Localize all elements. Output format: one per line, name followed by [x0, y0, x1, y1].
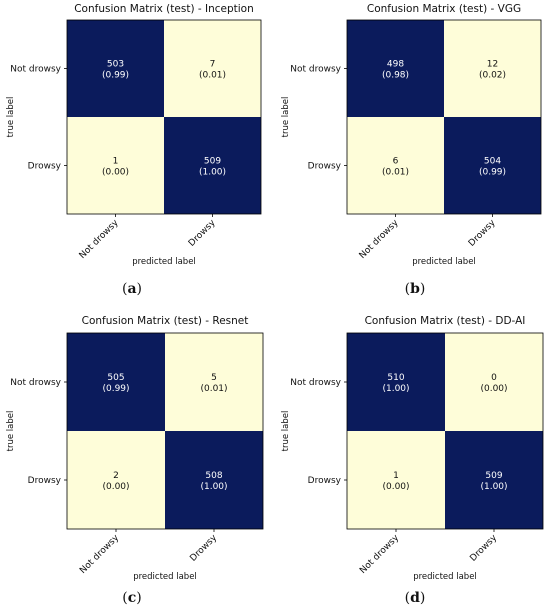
cell-count-label: 7: [210, 60, 216, 70]
panel-caption: (c): [122, 590, 142, 606]
x-tick-label: Not drowsy: [78, 218, 121, 261]
cell-count-label: 1: [113, 157, 119, 167]
matrix-cell: [165, 333, 263, 431]
matrix-cell: [67, 431, 165, 529]
y-tick-label: Not drowsy: [290, 65, 341, 75]
cell-fraction-label: (0.99): [102, 384, 129, 394]
x-tick-label: Not drowsy: [358, 218, 401, 261]
x-tick-label: Not drowsy: [78, 533, 121, 576]
matrix-cell: [445, 431, 543, 529]
cell-count-label: 5: [211, 373, 217, 383]
chart-title: Confusion Matrix (test) - VGG: [367, 3, 521, 15]
confusion-matrix-resnet: Confusion Matrix (test) - Resnet 505 (0.99…: [0, 306, 275, 613]
plot-frame: [346, 19, 542, 215]
matrix-cell: [444, 20, 541, 117]
cell-count-label: 510: [387, 373, 404, 383]
chart-title: Confusion Matrix (test) - Resnet: [82, 315, 249, 327]
x-tick-label: Drowsy: [187, 218, 218, 249]
matrix-cell: [67, 117, 164, 214]
panel-caption: (d): [404, 590, 426, 606]
matrix-svg: Confusion Matrix (test) - Resnet 505(0.99…: [6, 315, 264, 582]
matrix-cell: [67, 333, 165, 431]
cell-count-label: 6: [393, 157, 399, 167]
matrix-cell: [347, 20, 444, 117]
x-axis-label: predicted label: [133, 572, 197, 582]
matrix-cell: [164, 117, 261, 214]
cell-fraction-label: (0.99): [479, 168, 506, 178]
plot-frame: [66, 332, 264, 530]
x-tick-label: Drowsy: [468, 533, 499, 564]
y-tick-label: Drowsy: [308, 476, 342, 486]
x-tick-label: Not drowsy: [358, 533, 401, 576]
x-axis-label: predicted label: [412, 257, 476, 267]
confusion-matrix-dd-ai: Confusion Matrix (test) - DD-AI 510 (1.00)…: [275, 306, 550, 613]
cell-count-label: 505: [107, 373, 124, 383]
y-tick-label: Not drowsy: [10, 378, 61, 388]
cell-fraction-label: (0.01): [382, 168, 409, 178]
x-tick-label: Drowsy: [467, 218, 498, 249]
matrix-cell: [67, 20, 164, 117]
cell-fraction-label: (0.00): [480, 384, 507, 394]
y-tick-label: Not drowsy: [10, 65, 61, 75]
confusion-matrix-inception: Confusion Matrix (test) - Inception 503 (0…: [0, 0, 275, 306]
cell-fraction-label: (1.00): [480, 482, 507, 492]
matrix-cell: [165, 431, 263, 529]
matrix-svg: Confusion Matrix (test) - Inception503(0…: [6, 3, 262, 267]
y-tick-label: Drowsy: [28, 162, 62, 172]
cell-fraction-label: (1.00): [200, 482, 227, 492]
matrix-cell: [445, 333, 543, 431]
cell-fraction-label: (0.98): [382, 71, 409, 81]
cell-fraction-label: (1.00): [199, 168, 226, 178]
cell-count-label: 503: [107, 60, 124, 70]
cell-fraction-label: (0.99): [102, 71, 129, 81]
cell-fraction-label: (1.00): [382, 384, 409, 394]
x-axis-label: predicted label: [132, 257, 196, 267]
x-tick-label: Drowsy: [188, 533, 219, 564]
cell-count-label: 1: [393, 471, 399, 481]
x-axis-label: predicted label: [413, 572, 477, 582]
cell-fraction-label: (0.01): [199, 71, 226, 81]
y-axis-label: true label: [6, 97, 16, 138]
matrix-cell: [347, 117, 444, 214]
y-axis-label: true label: [281, 411, 291, 452]
y-tick-label: Not drowsy: [290, 378, 341, 388]
cell-count-label: 12: [487, 60, 498, 70]
y-tick-label: Drowsy: [28, 476, 62, 486]
cell-fraction-label: (0.00): [102, 482, 129, 492]
chart-title: Confusion Matrix (test) - DD-AI: [365, 315, 526, 327]
y-axis-label: true label: [6, 411, 16, 452]
matrix-cell: [444, 117, 541, 214]
cell-count-label: 0: [491, 373, 497, 383]
plot-frame: [346, 332, 544, 530]
cell-count-label: 498: [387, 60, 404, 70]
chart-title: Confusion Matrix (test) - Inception: [74, 3, 254, 15]
cell-count-label: 509: [485, 471, 502, 481]
panel-caption: (b): [404, 281, 426, 297]
y-axis-label: true label: [281, 97, 291, 138]
matrix-cell: [164, 20, 261, 117]
cell-fraction-label: (0.00): [382, 482, 409, 492]
matrix-cell: [347, 431, 445, 529]
matrix-svg: Confusion Matrix (test) - VGG 498(0.98) 12…: [281, 3, 542, 267]
cell-count-label: 2: [113, 471, 119, 481]
cell-fraction-label: (0.02): [479, 71, 506, 81]
matrix-cell: [347, 333, 445, 431]
confusion-matrix-vgg: Confusion Matrix (test) - VGG 498 (0.98) 12…: [275, 0, 550, 306]
cell-count-label: 504: [484, 157, 501, 167]
cell-count-label: 509: [204, 157, 221, 167]
cell-count-label: 508: [205, 471, 222, 481]
cell-fraction-label: (0.00): [102, 168, 129, 178]
panel-caption: (a): [121, 281, 142, 297]
matrix-svg: Confusion Matrix (test) - DD-AI510(1.00)…: [281, 315, 544, 582]
plot-frame: [66, 19, 262, 215]
cell-fraction-label: (0.01): [200, 384, 227, 394]
y-tick-label: Drowsy: [308, 162, 342, 172]
